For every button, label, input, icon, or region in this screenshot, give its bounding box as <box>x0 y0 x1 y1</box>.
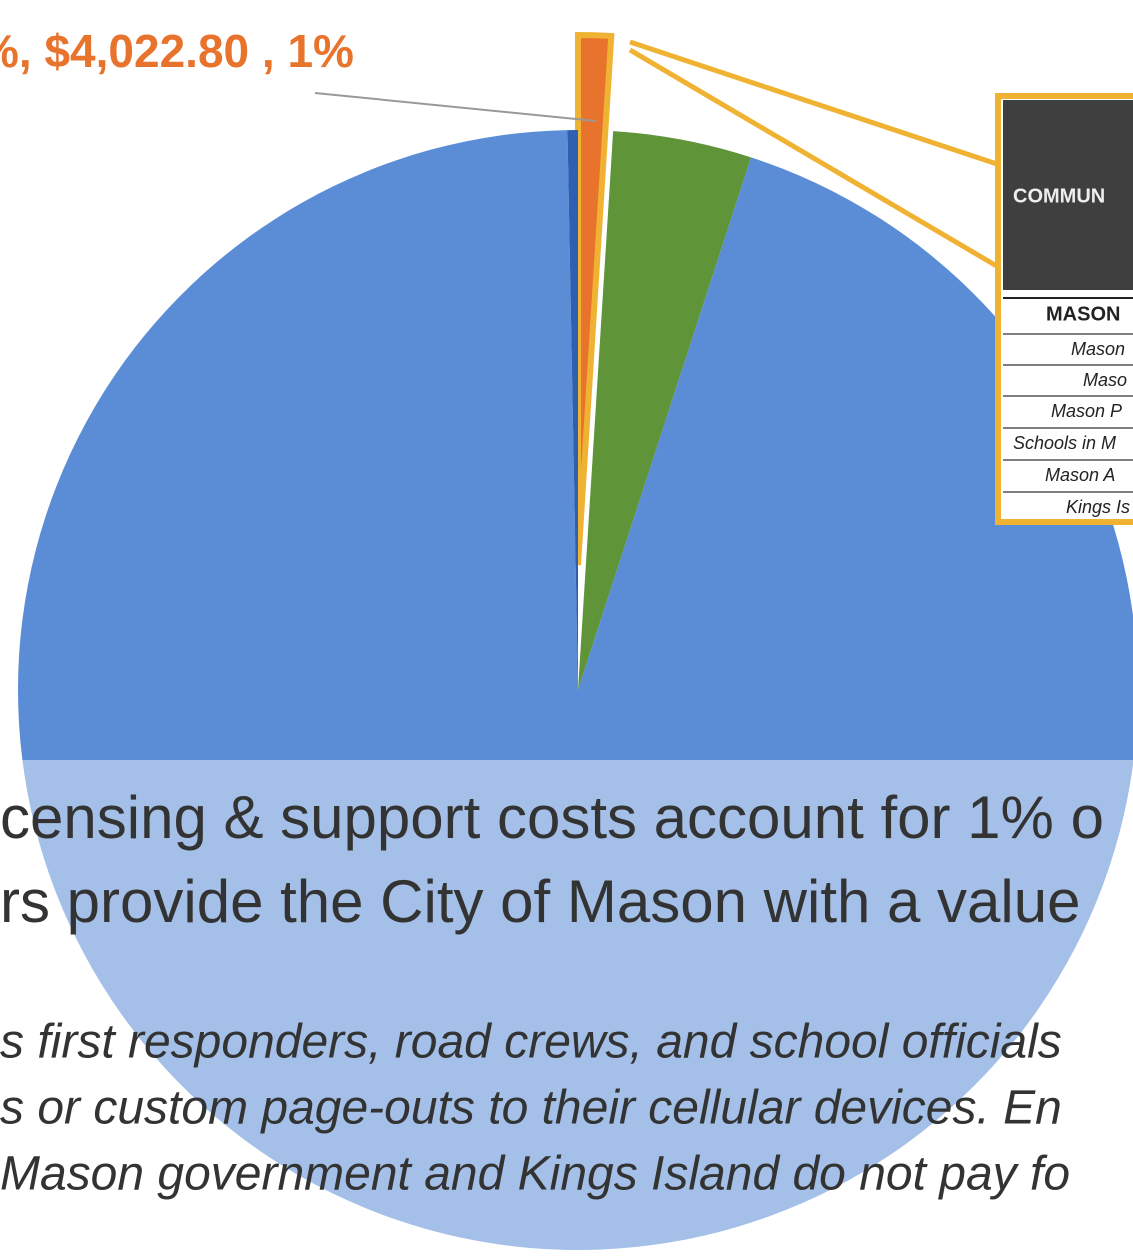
headline: rs provide the City of Mason with a valu… <box>0 868 1081 935</box>
row-text: Schools in M <box>1013 433 1116 453</box>
row-text: Kings Is <box>1066 497 1130 517</box>
body-line: s first responders, road crews, and scho… <box>0 1016 1062 1069</box>
pie-slice <box>578 131 752 690</box>
slide-text: censing & support costs account for 1% o… <box>0 784 1104 1201</box>
pie-slice <box>18 130 1133 1250</box>
data-label: %, $4,022.80 , 1% <box>0 25 354 77</box>
callout-rows: MASON Mason Maso Mason P Schools in M Mason A… <box>1003 297 1133 517</box>
pie <box>18 31 1133 1250</box>
leader-line <box>314 92 597 122</box>
callout-line <box>628 47 1002 271</box>
pie-slice <box>567 130 578 690</box>
row-text: Maso <box>1083 370 1127 390</box>
body-line: s or custom page-outs to their cellular … <box>0 1082 1062 1135</box>
row-text: Mason <box>1071 339 1125 359</box>
text-band <box>0 760 1133 1256</box>
row-text: Mason A <box>1045 465 1115 485</box>
headline: censing & support costs account for 1% o <box>0 784 1104 851</box>
callout-header <box>1003 100 1133 290</box>
body-line: Mason government and Kings Island do not… <box>0 1148 1070 1201</box>
callout-header-text: COMMUN <box>1013 185 1105 207</box>
pie-slice <box>575 31 615 566</box>
row-text: MASON <box>1046 303 1120 325</box>
callout-line <box>629 39 1001 168</box>
row-text: Mason P <box>1051 401 1122 421</box>
